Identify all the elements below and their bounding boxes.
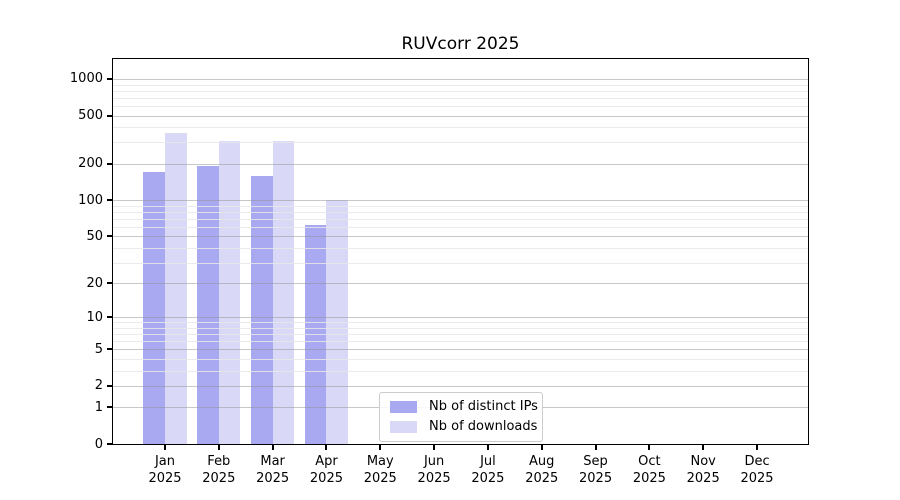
xtick-label-jul: Jul 2025: [471, 454, 505, 486]
ytick-mark-500: [107, 114, 112, 117]
plot-area: 0 1 2 5 10 20 50 100 200 500 1000 Jan 2025 Feb 2025 Mar…: [70, 58, 809, 486]
chart-title: RUVcorr 2025: [401, 34, 520, 54]
minor-gridline-600: [113, 105, 808, 107]
legend-swatch-distinct-ips: [390, 401, 417, 413]
minor-gridline-80: [113, 211, 808, 213]
ytick-mark-1: [107, 406, 112, 409]
xtick-mark-jul: [486, 445, 489, 450]
ytick-label-200: 200: [78, 156, 103, 172]
minor-gridline-300: [113, 142, 808, 144]
major-gridline-20: [113, 283, 808, 285]
bar-downloads-feb: [218, 140, 241, 444]
minor-gridline-70: [113, 218, 808, 220]
xtick-label-apr: Apr 2025: [309, 454, 343, 486]
ytick-label-0: 0: [94, 436, 103, 452]
ytick-mark-20: [107, 282, 112, 285]
minor-gridline-700: [113, 97, 808, 99]
xtick-mark-nov: [702, 445, 705, 450]
minor-gridline-4: [113, 358, 808, 360]
ytick-mark-100: [107, 199, 112, 202]
xtick-label-dec: Dec 2025: [740, 454, 774, 486]
major-gridline-200: [113, 163, 808, 165]
major-gridline-100: [113, 200, 808, 202]
xtick-mark-oct: [648, 445, 651, 450]
xtick-label-jan: Jan 2025: [148, 454, 182, 486]
minor-gridline-8: [113, 327, 808, 329]
xtick-mark-jan: [164, 445, 166, 450]
bar-downloads-jan: [165, 132, 187, 444]
ytick-label-100: 100: [78, 192, 103, 208]
xtick-mark-dec: [756, 445, 759, 450]
axes-layer: 0 1 2 5 10 20 50 100 200 500 1000 Jan 2025 Feb 2025 Mar…: [70, 59, 808, 486]
minor-gridline-400: [113, 127, 808, 129]
ytick-mark-10: [107, 316, 112, 319]
legend-label-distinct-ips: Nb of distinct IPs: [429, 399, 538, 414]
ytick-label-5: 5: [94, 341, 103, 357]
minor-gridline-30: [113, 262, 808, 264]
major-gridline-1000: [113, 78, 808, 80]
gridlines-layer: [113, 59, 808, 444]
xtick-mark-jun: [433, 445, 436, 450]
bar-distinct-ips-mar: [251, 175, 273, 444]
bar-distinct-ips-jan: [143, 172, 165, 444]
minor-gridline-3: [113, 370, 808, 372]
bar-downloads-apr: [326, 200, 349, 444]
ytick-label-10: 10: [86, 309, 103, 325]
ytick-label-20: 20: [86, 275, 103, 291]
ytick-mark-50: [107, 235, 112, 238]
legend-item-distinct-ips: Nb of distinct IPs: [390, 399, 538, 415]
xtick-mark-may: [379, 445, 382, 450]
xtick-label-sep: Sep 2025: [579, 454, 613, 486]
xtick-label-may: May 2025: [363, 454, 397, 486]
xtick-label-aug: Aug 2025: [525, 454, 559, 486]
minor-gridline-900: [113, 84, 808, 86]
major-gridline-2: [113, 385, 808, 387]
minor-gridline-800: [113, 90, 808, 92]
bar-downloads-mar: [272, 140, 295, 444]
xtick-label-nov: Nov 2025: [686, 454, 720, 486]
legend-label-downloads: Nb of downloads: [429, 419, 538, 434]
ytick-label-2: 2: [94, 378, 103, 394]
xtick-mark-sep: [594, 445, 597, 450]
xtick-label-mar: Mar 2025: [256, 454, 290, 486]
minor-gridline-6: [113, 341, 808, 343]
ytick-mark-200: [107, 162, 112, 165]
xtick-mark-feb: [217, 445, 220, 450]
xtick-mark-mar: [271, 445, 274, 450]
ytick-mark-5: [107, 348, 112, 351]
ytick-label-50: 50: [86, 228, 103, 244]
xtick-label-feb: Feb 2025: [202, 454, 236, 486]
xtick-mark-aug: [540, 445, 543, 450]
ytick-label-500: 500: [78, 108, 103, 124]
xtick-label-jun: Jun 2025: [417, 454, 451, 486]
minor-gridline-40: [113, 247, 808, 249]
legend-swatch-downloads: [390, 421, 417, 433]
xtick-mark-apr: [325, 445, 328, 450]
xtick-label-oct: Oct 2025: [632, 454, 666, 486]
legend-item-downloads: Nb of downloads: [390, 419, 537, 435]
minor-gridline-90: [113, 205, 808, 207]
major-gridline-500: [113, 115, 808, 117]
bar-distinct-ips-feb: [197, 166, 219, 444]
minor-gridline-7: [113, 334, 808, 336]
ytick-mark-2: [107, 384, 112, 387]
major-gridline-10: [113, 317, 808, 319]
minor-gridline-60: [113, 226, 808, 228]
ytick-label-1000: 1000: [69, 71, 103, 87]
ytick-label-1: 1: [94, 399, 103, 415]
major-gridline-5: [113, 349, 808, 351]
ytick-mark-0: [107, 443, 112, 445]
ytick-mark-1000: [107, 77, 112, 80]
major-gridline-50: [113, 236, 808, 238]
legend: Nb of distinct IPs Nb of downloads: [379, 392, 543, 442]
minor-gridline-9: [113, 322, 808, 324]
